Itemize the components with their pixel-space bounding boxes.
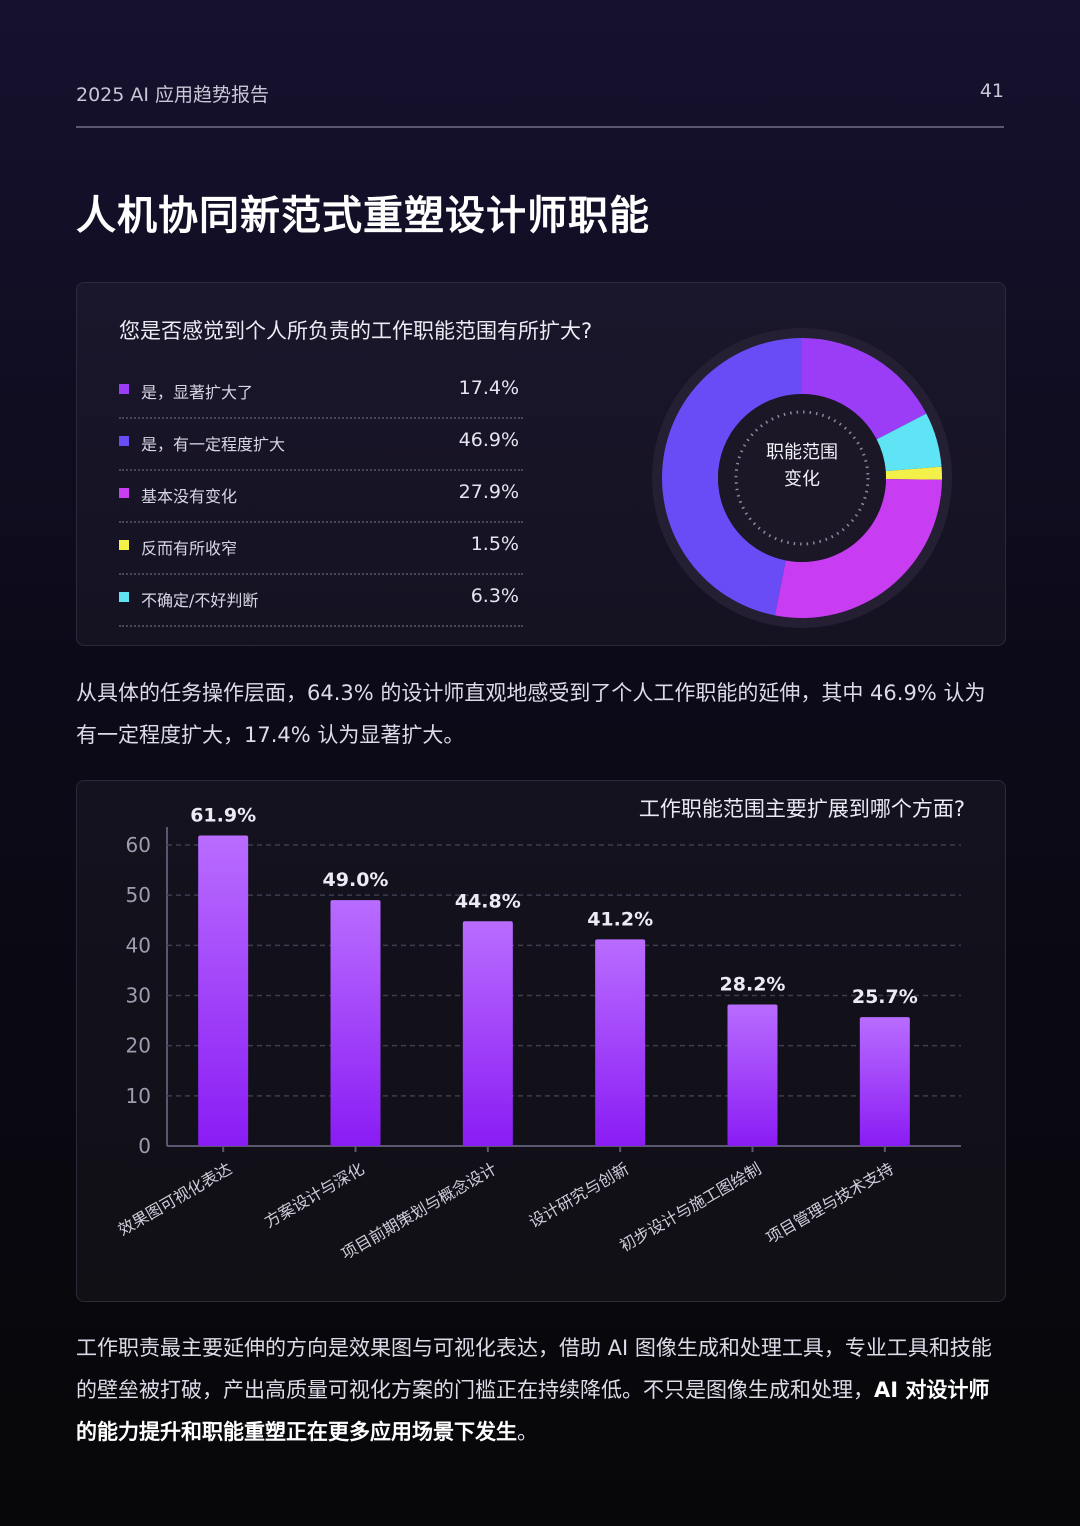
- bar: [859, 1017, 910, 1146]
- survey-legend: 是，显著扩大了 17.4% 是，有一定程度扩大 46.9% 基本没有变化 27.…: [119, 367, 523, 627]
- x-tick-label: 初步设计与施工图绘制: [616, 1159, 764, 1255]
- legend-item: 是，有一定程度扩大 46.9%: [119, 419, 523, 471]
- donut-slice: [802, 338, 927, 440]
- y-tick-label: 50: [126, 883, 151, 907]
- survey-question: 您是否感觉到个人所负责的工作职能范围有所扩大?: [119, 319, 593, 343]
- page-number: 41: [979, 80, 1004, 102]
- donut-slice: [774, 479, 942, 618]
- paragraph-2-text: 工作职责最主要延伸的方向是效果图与可视化表达，借助 AI 图像生成和处理工具，专…: [76, 1336, 992, 1402]
- bar-data-label: 41.2%: [587, 908, 653, 930]
- x-tick-label: 设计研究与创新: [526, 1159, 633, 1231]
- legend-item: 不确定/不好判断 6.3%: [119, 575, 523, 627]
- legend-label: 是，有一定程度扩大: [141, 435, 286, 454]
- legend-value: 6.3%: [470, 585, 519, 607]
- legend-item: 基本没有变化 27.9%: [119, 471, 523, 523]
- bar-data-label: 28.2%: [720, 974, 786, 996]
- donut-dotted-ring: [734, 410, 870, 546]
- donut-slice: [662, 338, 802, 616]
- bar: [462, 921, 513, 1146]
- y-tick-label: 60: [126, 833, 151, 857]
- legend-label: 不确定/不好判断: [141, 591, 259, 610]
- y-tick-label: 30: [126, 984, 151, 1008]
- bar-data-label: 25.7%: [852, 986, 918, 1008]
- legend-swatch: [119, 488, 129, 498]
- y-tick-label: 0: [138, 1134, 151, 1158]
- bar: [330, 900, 381, 1146]
- legend-label: 是，显著扩大了: [141, 383, 254, 402]
- legend-label: 反而有所收窄: [141, 539, 238, 558]
- legend-value: 17.4%: [458, 377, 519, 399]
- legend-swatch: [119, 540, 129, 550]
- bar: [727, 1004, 778, 1146]
- donut-hole: [718, 394, 886, 562]
- survey-card: 您是否感觉到个人所负责的工作职能范围有所扩大? 是，显著扩大了 17.4% 是，…: [76, 282, 1006, 646]
- legend-swatch: [119, 592, 129, 602]
- donut-chart: 职能范围 变化: [649, 325, 955, 631]
- x-tick-label: 项目管理与技术支持: [763, 1159, 897, 1247]
- donut-slice: [876, 413, 942, 472]
- report-title: 2025 AI 应用趋势报告: [76, 84, 270, 106]
- donut-center-label: 职能范围 变化: [750, 439, 854, 493]
- x-tick-label: 效果图可视化表达: [115, 1159, 235, 1239]
- bar: [595, 939, 646, 1146]
- y-tick-label: 20: [126, 1034, 151, 1058]
- legend-item: 反而有所收窄 1.5%: [119, 523, 523, 575]
- bar-data-label: 61.9%: [190, 804, 256, 826]
- donut-center-line2: 变化: [784, 469, 820, 490]
- bar-chart-title: 工作职能范围主要扩展到哪个方面?: [638, 797, 965, 821]
- donut-slice: [885, 466, 942, 480]
- legend-value: 1.5%: [470, 533, 519, 555]
- bar-chart: 0 10 20 30 40 50 60 61.9% 49.0% 44.8% 41.2% 28.2% 2…: [115, 804, 961, 1263]
- paragraph-2: 工作职责最主要延伸的方向是效果图与可视化表达，借助 AI 图像生成和处理工具，专…: [76, 1327, 1006, 1453]
- legend-swatch: [119, 436, 129, 446]
- legend-value: 46.9%: [458, 429, 519, 451]
- legend-value: 27.9%: [458, 481, 519, 503]
- page-header: 2025 AI 应用趋势报告 41: [76, 78, 1004, 128]
- donut-center-line1: 职能范围: [766, 442, 838, 463]
- paragraph-2-bold: AI 对设计师的能力提升和职能重塑正在更多应用场景下发生: [76, 1378, 990, 1444]
- y-tick-label: 40: [126, 933, 151, 957]
- legend-item: 是，显著扩大了 17.4%: [119, 367, 523, 419]
- legend-swatch: [119, 384, 129, 394]
- paragraph-2-end: 。: [517, 1420, 538, 1444]
- y-tick-label: 10: [126, 1084, 151, 1108]
- bar-data-label: 44.8%: [455, 890, 521, 912]
- donut-svg: [652, 328, 952, 628]
- bar-data-label: 49.0%: [323, 869, 389, 891]
- bar: [198, 835, 249, 1146]
- bar-chart-card: 0 10 20 30 40 50 60 61.9% 49.0% 44.8% 41.2% 28.2% 2…: [76, 780, 1006, 1302]
- legend-label: 基本没有变化: [141, 487, 238, 506]
- page-title: 人机协同新范式重塑设计师职能: [76, 193, 650, 239]
- x-tick-label: 方案设计与深化: [261, 1159, 368, 1231]
- paragraph-1: 从具体的任务操作层面，64.3% 的设计师直观地感受到了个人工作职能的延伸，其中…: [76, 681, 986, 747]
